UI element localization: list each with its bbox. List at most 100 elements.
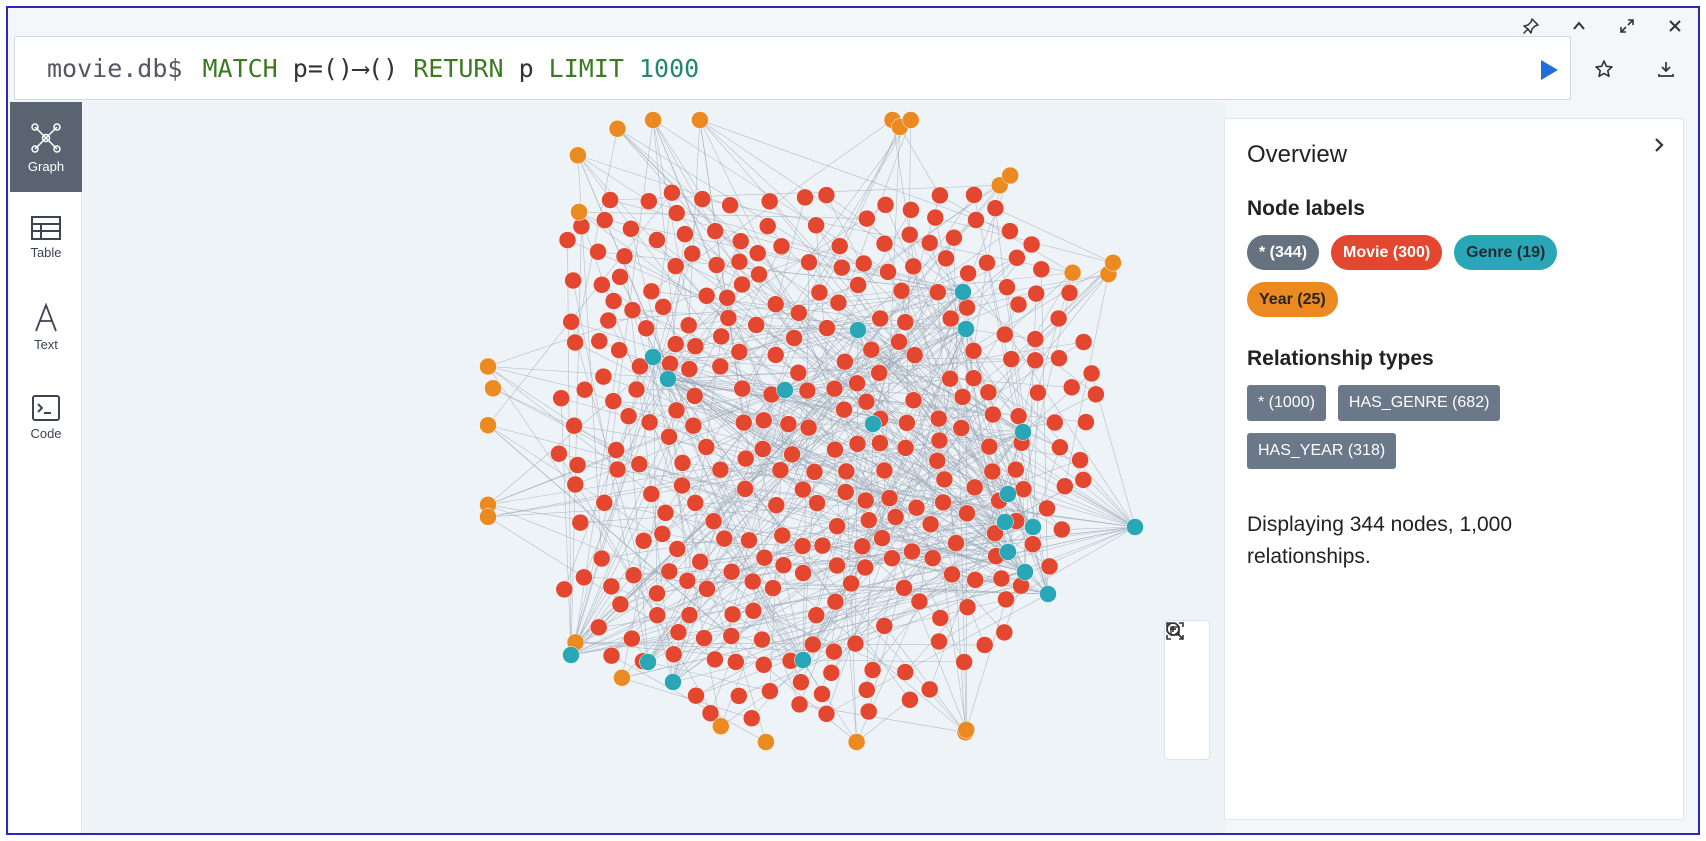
movie-node[interactable]: [986, 199, 1005, 217]
graph-canvas[interactable]: [83, 102, 1226, 833]
movie-node[interactable]: [685, 387, 704, 405]
movie-node[interactable]: [623, 629, 641, 648]
movie-node[interactable]: [730, 252, 749, 271]
movie-node[interactable]: [848, 374, 866, 393]
movie-node[interactable]: [898, 414, 916, 432]
movie-node[interactable]: [715, 529, 734, 548]
movie-node[interactable]: [566, 475, 585, 494]
year-node[interactable]: [613, 669, 631, 687]
movie-node[interactable]: [1074, 333, 1093, 351]
movie-node[interactable]: [964, 369, 983, 387]
movie-node[interactable]: [748, 244, 767, 262]
movie-node[interactable]: [952, 419, 971, 437]
movie-node[interactable]: [611, 595, 630, 614]
movie-node[interactable]: [653, 525, 672, 543]
movie-node[interactable]: [661, 354, 679, 373]
movie-node[interactable]: [1029, 383, 1047, 402]
movie-node[interactable]: [980, 437, 999, 456]
movie-node[interactable]: [642, 282, 661, 301]
movie-node[interactable]: [706, 222, 724, 240]
movie-node[interactable]: [975, 636, 994, 654]
node-label-pill-genre[interactable]: Genre (19): [1454, 235, 1558, 270]
year-node[interactable]: [847, 733, 866, 751]
year-node[interactable]: [569, 146, 587, 165]
movie-node[interactable]: [967, 211, 985, 229]
movie-node[interactable]: [959, 264, 977, 283]
movie-node[interactable]: [604, 392, 623, 410]
movie-node[interactable]: [871, 309, 889, 328]
movie-node[interactable]: [849, 276, 867, 294]
movie-node[interactable]: [789, 364, 808, 382]
movie-node[interactable]: [896, 663, 914, 681]
genre-node[interactable]: [957, 320, 975, 338]
genre-node[interactable]: [999, 485, 1017, 503]
movie-node[interactable]: [711, 357, 730, 376]
year-node[interactable]: [901, 111, 920, 129]
movie-node[interactable]: [610, 341, 628, 359]
movie-node[interactable]: [870, 364, 888, 382]
movie-node[interactable]: [608, 460, 627, 479]
movie-node[interactable]: [930, 431, 949, 450]
movie-node[interactable]: [656, 504, 675, 522]
movie-node[interactable]: [964, 342, 983, 360]
movie-node[interactable]: [701, 704, 720, 722]
movie-node[interactable]: [619, 407, 638, 425]
movie-node[interactable]: [667, 204, 686, 222]
movie-node[interactable]: [622, 220, 640, 238]
movie-node[interactable]: [862, 340, 881, 359]
movie-node[interactable]: [571, 513, 590, 532]
genre-node[interactable]: [864, 415, 882, 433]
movie-node[interactable]: [871, 434, 889, 452]
movie-node[interactable]: [712, 327, 730, 346]
movie-node[interactable]: [978, 254, 996, 272]
movie-node[interactable]: [848, 435, 867, 453]
movie-node[interactable]: [1049, 309, 1068, 328]
genre-node[interactable]: [1014, 423, 1032, 441]
movie-node[interactable]: [664, 645, 683, 664]
movie-node[interactable]: [941, 369, 959, 388]
movie-node[interactable]: [1040, 557, 1059, 576]
movie-node[interactable]: [592, 549, 611, 568]
movie-node[interactable]: [926, 208, 945, 227]
movie-node[interactable]: [678, 572, 697, 590]
expand-icon[interactable]: [1614, 14, 1640, 38]
movie-node[interactable]: [1074, 471, 1093, 489]
movie-node[interactable]: [941, 309, 960, 328]
movie-node[interactable]: [601, 191, 619, 209]
movie-node[interactable]: [686, 337, 705, 355]
movie-node[interactable]: [826, 592, 845, 611]
movie-node[interactable]: [901, 691, 919, 709]
movie-node[interactable]: [892, 282, 911, 300]
movie-node[interactable]: [833, 258, 851, 277]
movie-node[interactable]: [876, 196, 895, 214]
movie-node[interactable]: [634, 532, 653, 550]
movie-node[interactable]: [706, 650, 724, 669]
movie-node[interactable]: [673, 454, 692, 472]
movie-node[interactable]: [955, 653, 973, 671]
movie-node[interactable]: [794, 480, 812, 499]
movie-node[interactable]: [1007, 460, 1025, 479]
movie-node[interactable]: [880, 489, 899, 507]
year-node[interactable]: [479, 416, 497, 434]
view-tab-table[interactable]: Table: [10, 192, 82, 282]
movie-node[interactable]: [958, 598, 977, 616]
movie-node[interactable]: [711, 460, 730, 479]
movie-node[interactable]: [883, 549, 901, 567]
movie-node[interactable]: [798, 381, 817, 400]
year-node[interactable]: [608, 119, 627, 138]
movie-node[interactable]: [807, 606, 826, 624]
movie-node[interactable]: [568, 456, 587, 474]
movie-node[interactable]: [673, 476, 691, 495]
movie-node[interactable]: [623, 301, 642, 319]
movie-node[interactable]: [758, 217, 777, 235]
genre-node[interactable]: [664, 673, 682, 691]
movie-node[interactable]: [766, 346, 785, 364]
movie-node[interactable]: [693, 190, 712, 208]
year-node[interactable]: [479, 357, 497, 376]
genre-node[interactable]: [562, 646, 580, 664]
movie-node[interactable]: [733, 275, 751, 294]
year-node[interactable]: [757, 733, 775, 751]
movie-node[interactable]: [1082, 364, 1101, 383]
movie-node[interactable]: [1038, 499, 1056, 518]
movie-node[interactable]: [666, 257, 685, 275]
